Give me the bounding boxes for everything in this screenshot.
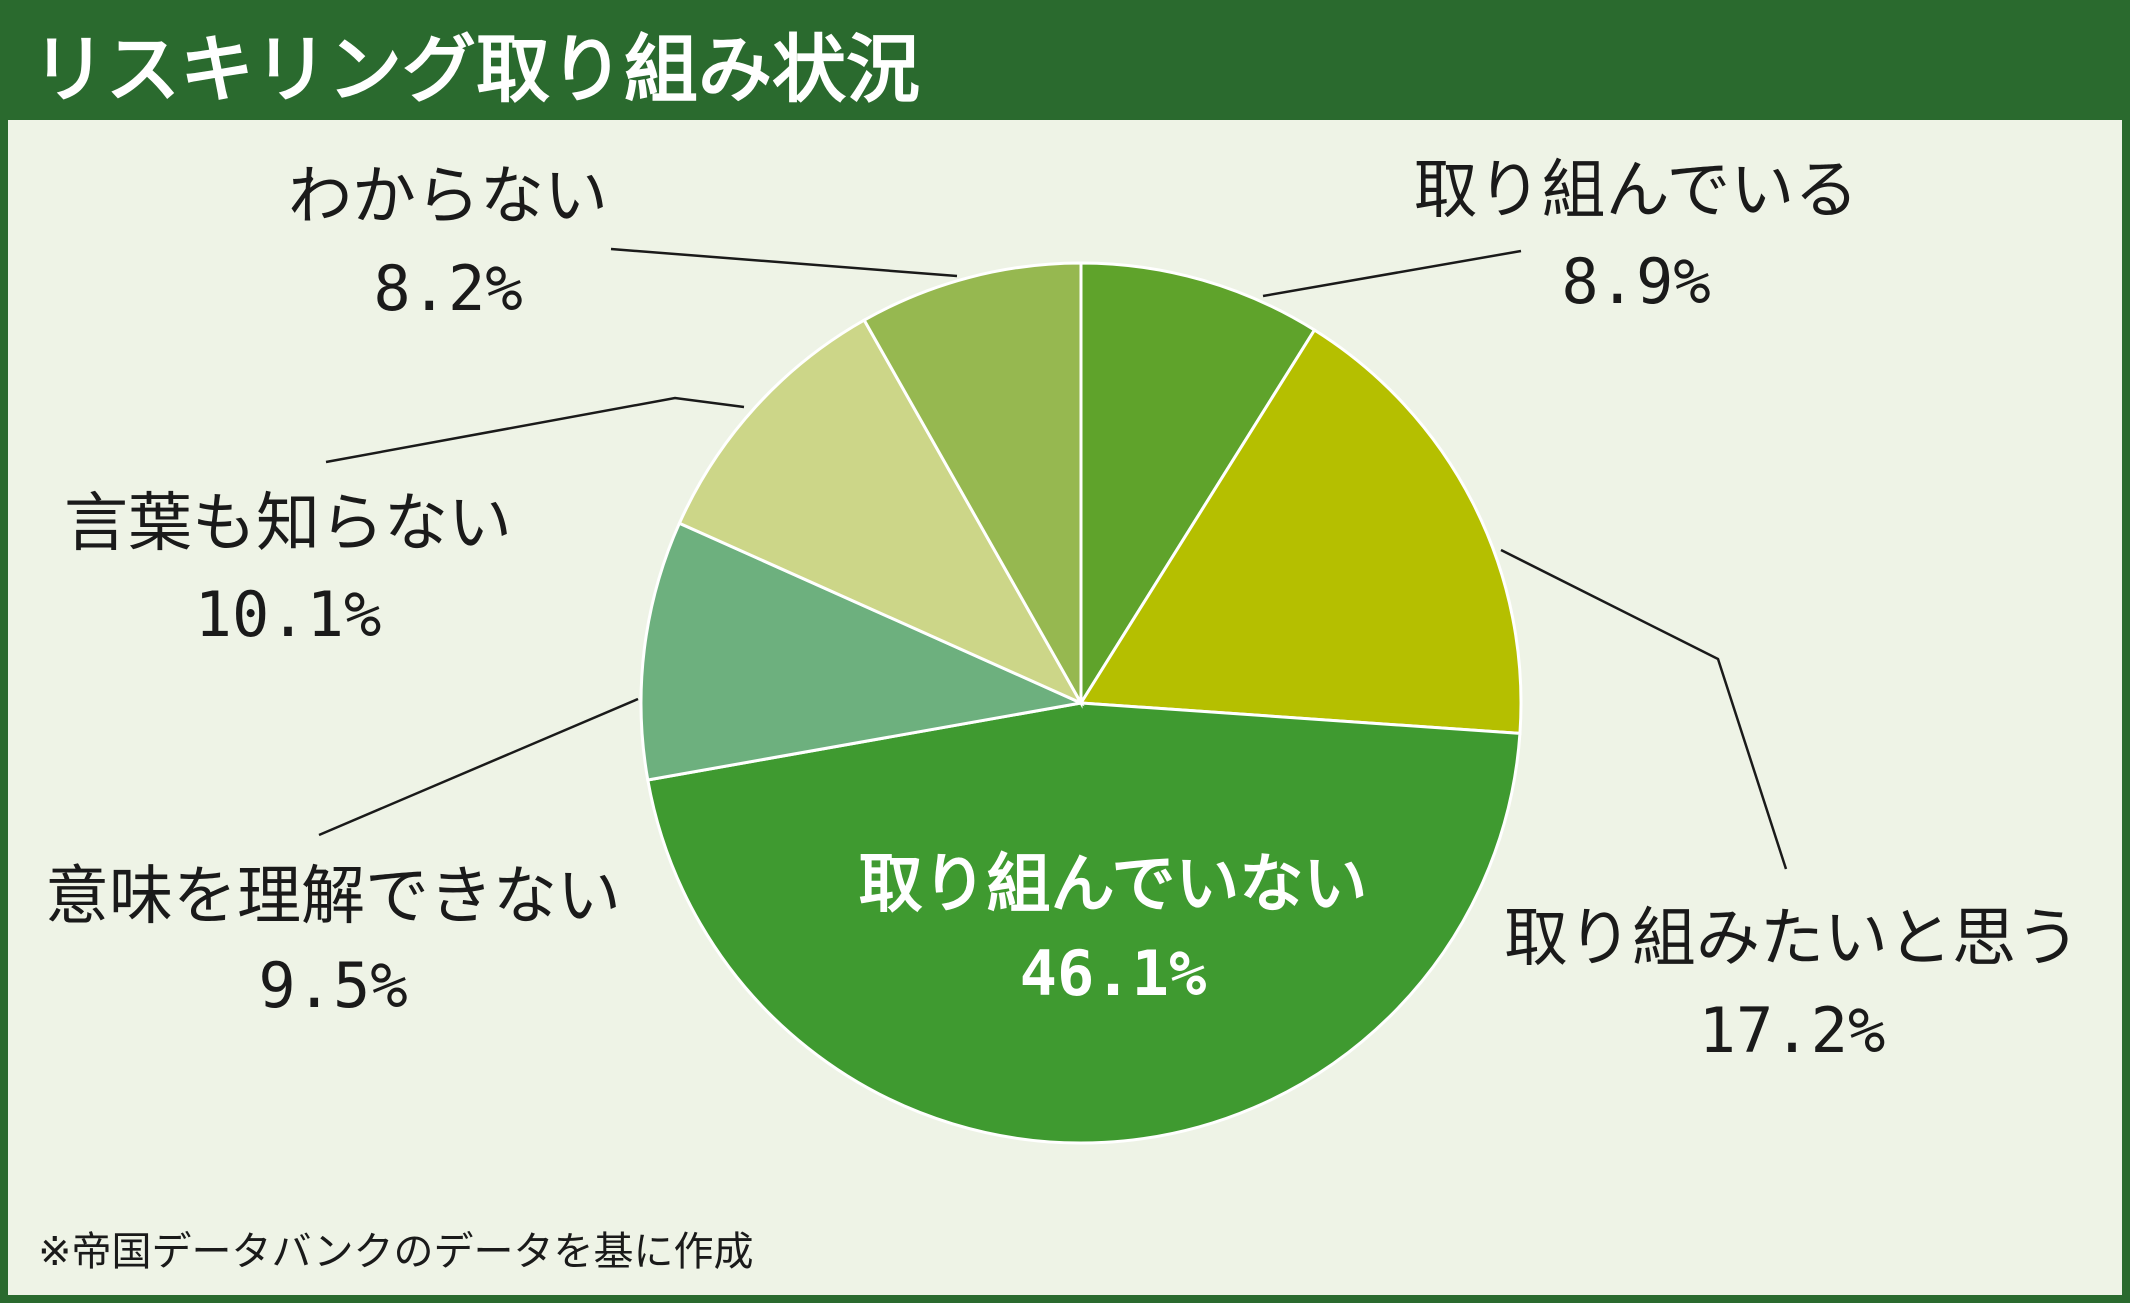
pie-slice-2 [646, 701, 1522, 1145]
leader-line-1 [1500, 548, 1788, 870]
data-label-value: 8.9% [1561, 245, 1710, 318]
leader-line-3 [318, 697, 639, 837]
leader-line-0 [1262, 249, 1522, 298]
footnote: ※帝国データバンクのデータを基に作成 [38, 1229, 754, 1275]
pie-slice-5 [862, 261, 1083, 709]
leader-line-5 [610, 247, 958, 278]
data-label-name: 意味を理解できない [45, 860, 621, 934]
data-label-value: 9.5% [258, 949, 407, 1022]
pie-slice-3 [639, 521, 1087, 782]
data-label-value: 10.1% [195, 578, 382, 651]
data-label-name: わからない [288, 160, 608, 234]
data-label-value: 8.2% [373, 252, 522, 325]
data-label-value: 46.1% [1020, 937, 1207, 1010]
data-label-name: 言葉も知らない [64, 487, 512, 561]
pie-slice-0 [1079, 261, 1317, 709]
data-label-name: 取り組んでいない [859, 848, 1368, 922]
leader-line-4 [325, 396, 745, 464]
pie-slice-4 [677, 318, 1085, 707]
data-label-value: 17.2% [1699, 994, 1886, 1067]
pie-slice-1 [1078, 327, 1523, 735]
data-label-name: 取り組みたいと思う [1504, 902, 2080, 976]
chart-title: リスキリング取り組み状況 [32, 27, 920, 113]
pie-slices [639, 261, 1523, 1145]
data-label-name: 取り組んでいる [1414, 154, 1859, 228]
